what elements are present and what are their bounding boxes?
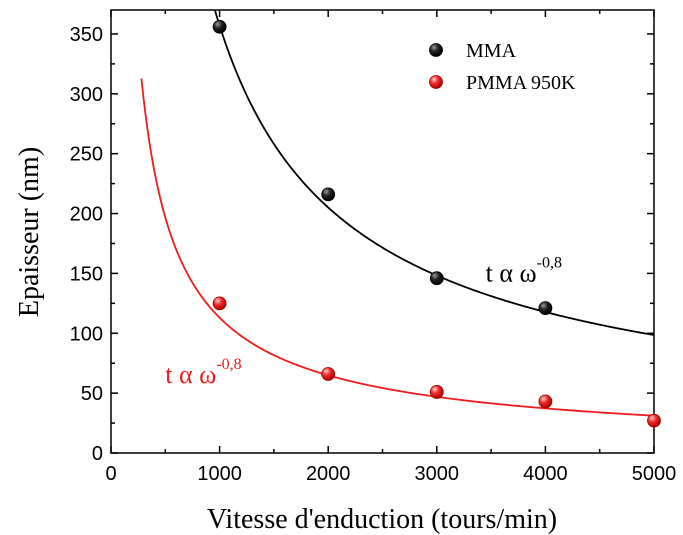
y-tick-label: 0 xyxy=(92,443,103,465)
x-tick-label: 1000 xyxy=(197,463,242,485)
y-tick-label: 250 xyxy=(70,144,103,166)
x-tick-label: 2000 xyxy=(306,463,351,485)
legend-label: PMMA 950K xyxy=(466,72,576,94)
legend-label: MMA xyxy=(466,40,517,62)
axis-ticks: 0 1000 2000 3000 4000 5000 0 50 100 150 200 250 300 3… xyxy=(70,10,677,485)
legend-marker xyxy=(429,75,443,89)
data-point xyxy=(212,19,227,34)
y-tick-label: 300 xyxy=(70,84,103,106)
data-point xyxy=(429,271,444,286)
x-axis-label: Vitesse d'enduction (tours/min) xyxy=(207,504,557,535)
fit-curve xyxy=(213,10,654,336)
y-axis-label: Epaisseur (nm) xyxy=(14,147,45,317)
x-tick-label: 3000 xyxy=(415,463,460,485)
x-tick-label: 5000 xyxy=(632,463,677,485)
y-tick-label: 200 xyxy=(70,204,103,226)
fit-curve xyxy=(140,78,654,417)
y-tick-label: 50 xyxy=(81,383,103,405)
fit-curves xyxy=(140,10,654,417)
data-point xyxy=(647,413,661,428)
legend: MMA PMMA 950K xyxy=(429,40,576,94)
y-tick-label: 100 xyxy=(70,323,103,345)
x-tick-label: 4000 xyxy=(523,463,568,485)
annotations: t α ω-0,8 t α ω-0,8 xyxy=(165,254,562,389)
power-law-annotation: t α ω-0,8 xyxy=(486,254,562,287)
legend-marker xyxy=(429,43,443,57)
data-point xyxy=(212,296,227,311)
data-point xyxy=(538,301,553,316)
x-tick-label: 0 xyxy=(105,463,116,485)
data-point xyxy=(321,367,336,381)
data-point xyxy=(321,187,336,202)
data-point xyxy=(538,394,553,409)
y-tick-label: 350 xyxy=(70,24,103,46)
power-law-annotation: t α ω-0,8 xyxy=(165,356,241,389)
y-tick-label: 150 xyxy=(70,263,103,285)
data-points xyxy=(212,19,661,428)
data-point xyxy=(429,385,444,399)
